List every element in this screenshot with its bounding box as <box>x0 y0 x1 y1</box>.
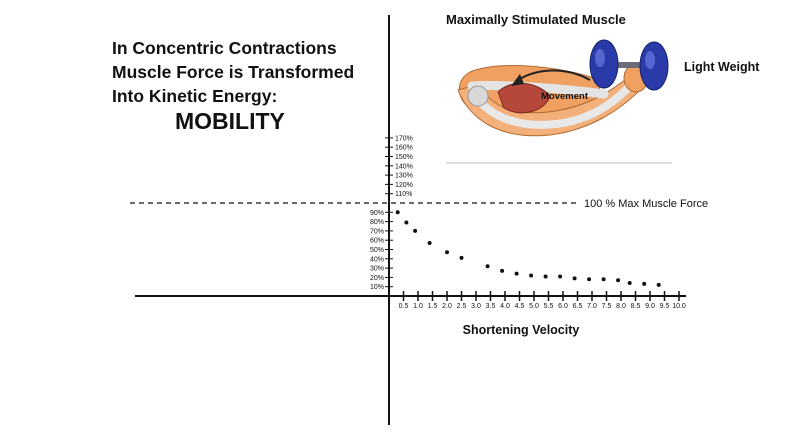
data-point <box>587 277 592 282</box>
x-tick-label: 0.5 <box>399 303 409 310</box>
x-tick-label: 4.5 <box>515 303 525 310</box>
reference-line-label: 100 % Max Muscle Force <box>584 198 708 210</box>
y-ticks: 10% 20% 30% 40% 50% 60% 70% 80% 90% 110% 120% 130% 1… <box>370 135 413 291</box>
y-tick-label: 40% <box>370 256 384 263</box>
data-point <box>514 271 519 276</box>
x-tick-label: 1.5 <box>428 303 438 310</box>
y-tick-label: 10% <box>370 284 384 291</box>
data-point <box>642 281 647 286</box>
x-tick-label: 10.0 <box>672 303 686 310</box>
x-tick-label: 4.0 <box>500 303 510 310</box>
data-point <box>572 276 577 281</box>
data-point <box>459 255 464 260</box>
light-weight-label: Light Weight <box>684 60 760 74</box>
data-point <box>427 240 432 245</box>
y-tick-label: 70% <box>370 228 384 235</box>
data-point <box>627 280 632 285</box>
y-tick-label: 60% <box>370 238 384 245</box>
headline: In Concentric Contractions Muscle Force … <box>112 36 354 108</box>
data-point <box>395 210 400 215</box>
data-point <box>500 268 505 273</box>
data-point <box>601 277 606 282</box>
illustration-title: Maximally Stimulated Muscle <box>446 12 626 27</box>
data-point <box>656 282 661 287</box>
y-tick-label: 30% <box>370 266 384 273</box>
x-tick-label: 6.0 <box>558 303 568 310</box>
headline-line-1: In Concentric Contractions <box>112 38 337 58</box>
data-point <box>413 228 418 233</box>
x-tick-label: 5.0 <box>529 303 539 310</box>
y-tick-label: 50% <box>370 247 384 254</box>
data-point <box>404 220 409 225</box>
data-points <box>395 210 661 287</box>
headline-line-2: Muscle Force is Transformed <box>112 62 355 82</box>
x-tick-label: 6.5 <box>573 303 583 310</box>
data-point <box>529 273 534 278</box>
x-tick-label: 9.0 <box>645 303 655 310</box>
data-point <box>445 250 449 255</box>
data-point <box>558 274 563 279</box>
x-axis-label: Shortening Velocity <box>463 323 580 337</box>
x-tick-label: 7.0 <box>587 303 597 310</box>
x-tick-label: 3.0 <box>471 303 481 310</box>
y-tick-label: 150% <box>395 154 413 161</box>
y-tick-label: 80% <box>370 219 384 226</box>
y-tick-label: 20% <box>370 275 384 282</box>
x-tick-label: 7.5 <box>602 303 612 310</box>
x-tick-label: 1.0 <box>413 303 423 310</box>
x-tick-label: 9.5 <box>660 303 670 310</box>
x-ticks: 0.5 1.0 1.5 2.0 2.5 3.0 3.5 4.0 4.5 5.0 5.5 6.0 6.5 7… <box>399 291 686 310</box>
x-tick-label: 5.5 <box>544 303 554 310</box>
y-tick-label: 120% <box>395 182 413 189</box>
y-tick-label: 140% <box>395 163 413 170</box>
y-tick-label: 110% <box>395 191 412 198</box>
data-point <box>485 264 490 269</box>
headline-line-3: Into Kinetic Energy: <box>112 86 278 106</box>
x-tick-label: 2.0 <box>442 303 452 310</box>
data-point <box>543 274 548 279</box>
mobility-label: MOBILITY <box>175 108 285 134</box>
y-tick-label: 90% <box>370 210 384 217</box>
data-point <box>616 278 621 283</box>
y-tick-label: 170% <box>395 135 413 142</box>
x-tick-label: 8.0 <box>616 303 626 310</box>
x-tick-label: 3.5 <box>486 303 496 310</box>
x-tick-label: 2.5 <box>457 303 467 310</box>
y-tick-label: 160% <box>395 145 413 152</box>
y-tick-label: 130% <box>395 173 413 180</box>
x-tick-label: 8.5 <box>631 303 641 310</box>
